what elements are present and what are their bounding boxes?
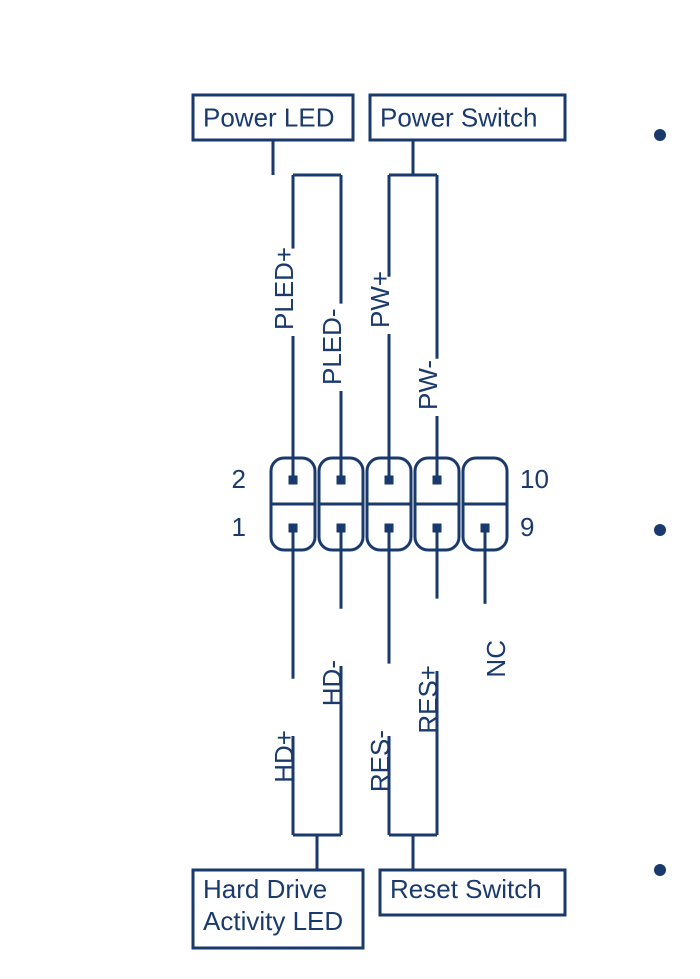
- bullet-3: [654, 864, 666, 876]
- pin-label-top-PLED-: PLED-: [317, 308, 347, 385]
- hdd-led-bracket: [293, 810, 341, 870]
- pin-number-9: 9: [520, 512, 534, 542]
- pin-label-bottom-RES-: RES-: [365, 730, 395, 792]
- pin-number-1: 1: [232, 512, 246, 542]
- pin-number-2: 2: [232, 464, 246, 494]
- pin-label-top-PW-: PW-: [413, 360, 443, 410]
- power-switch-bracket: [389, 140, 437, 200]
- diagram-svg: 2 1 10 9 PLED+ PLED- PW+ PW- HD+ HD- RES- RES+ NC Pow…: [0, 0, 700, 979]
- pin-label-bottom-NC: NC: [481, 640, 511, 678]
- pin-label-top-PW+: PW+: [365, 271, 395, 328]
- power-led-bracket: [273, 140, 341, 200]
- hdd-led-label-line-0: Hard Drive: [203, 874, 327, 904]
- pin-label-bottom-HD-: HD-: [317, 660, 347, 706]
- front-panel-header-diagram: 2 1 10 9 PLED+ PLED- PW+ PW- HD+ HD- RES- RES+ NC Pow…: [0, 0, 700, 979]
- reset-switch-label-line-0: Reset Switch: [390, 874, 542, 904]
- pin-label-bottom-HD+: HD+: [269, 730, 299, 783]
- bullet-2: [654, 524, 666, 536]
- reset-switch-bracket: [389, 810, 437, 870]
- hdd-led-label-line-1: Activity LED: [203, 906, 343, 936]
- power-led-label: Power LED: [203, 103, 335, 133]
- power-switch-label: Power Switch: [380, 103, 538, 133]
- pin-number-10: 10: [520, 464, 549, 494]
- pin-label-top-PLED+: PLED+: [269, 247, 299, 330]
- pin-label-bottom-RES+: RES+: [413, 665, 443, 734]
- bullet-1: [654, 129, 666, 141]
